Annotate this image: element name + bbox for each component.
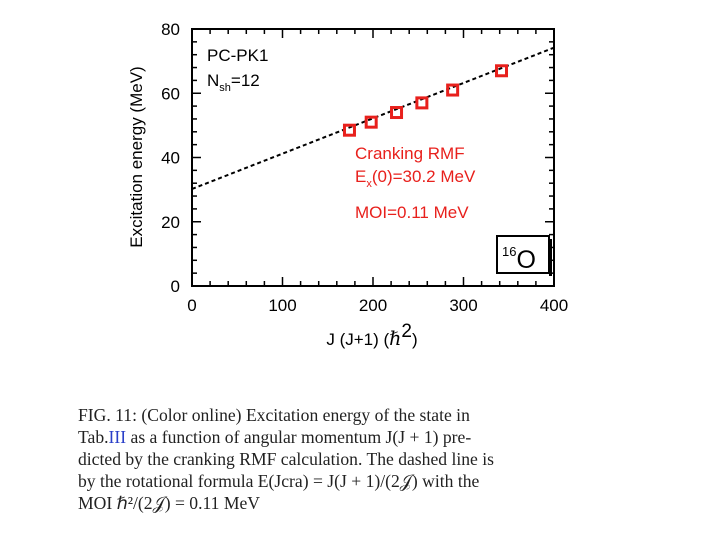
method-label: Cranking RMF (355, 144, 465, 163)
x-tick-label: 0 (187, 296, 196, 315)
x-axis-label-close: ) (412, 330, 418, 349)
caption-line-2-post: as a function of angular momentum J(J + … (126, 427, 472, 447)
ex-value: (0)=30.2 MeV (372, 167, 476, 186)
x-axis-label-power: 2 (401, 321, 412, 342)
x-tick-label: 400 (540, 296, 568, 315)
data-points (342, 64, 509, 137)
caption-line-5: MOI ℏ²/(2𝒥) = 0.11 MeV (78, 493, 260, 513)
y-axis-label: Excitation energy (MeV) (127, 66, 146, 247)
x-tick-label: 300 (449, 296, 477, 315)
nsh-main: N (207, 71, 219, 90)
force-label: PC-PK1 (207, 46, 268, 65)
nucleus-label: 16O (502, 244, 536, 274)
y-tick-label: 0 (171, 277, 180, 296)
nsh-subscript: sh (219, 82, 231, 94)
caption-line-2: Tab.III as a function of angular momentu… (78, 426, 618, 448)
nucleus-mass: 16 (502, 244, 516, 259)
data-point-marker (364, 115, 378, 129)
ex-subscript: x (366, 178, 372, 190)
ex-main: E (355, 167, 366, 186)
nsh-value: =12 (231, 71, 260, 90)
hbar-symbol: ℏ (389, 328, 401, 350)
nsh-label: Nsh=12 (207, 71, 260, 94)
data-point-marker (342, 123, 356, 137)
y-tick-label: 60 (161, 84, 180, 103)
axis-ticks (191, 28, 555, 287)
y-tick-label: 80 (161, 20, 180, 39)
table-reference-link[interactable]: III (108, 427, 127, 447)
caption-line-4: by the rotational formula E(Jcra) = J(J … (78, 471, 480, 491)
caption-line-2-pre: Tab. (78, 427, 109, 447)
caption-line-1: FIG. 11: (Color online) Excitation energ… (78, 405, 470, 425)
data-point-marker (415, 96, 429, 110)
y-tick-label: 40 (161, 149, 180, 168)
y-tick-label: 20 (161, 213, 180, 232)
data-point-marker (446, 83, 460, 97)
data-point-marker (495, 64, 509, 78)
caption-line-3: dicted by the cranking RMF calculation. … (78, 449, 494, 469)
x-axis-label: J (J+1) (ℏ2) (326, 321, 417, 350)
data-point-marker (390, 106, 404, 120)
excitation-energy-chart: 0 100 200 300 400 0 20 40 60 80 Excitation energy… (127, 20, 568, 350)
figure-caption: FIG. 11: (Color online) Excitation energ… (78, 404, 618, 514)
ex0-label: Ex(0)=30.2 MeV (355, 167, 476, 190)
nucleus-symbol: O (516, 246, 535, 274)
rotational-fit-dashed-line (191, 46, 555, 190)
x-tick-label: 100 (268, 296, 296, 315)
x-axis-label-text: J (J+1) ( (326, 330, 389, 349)
moi-label: MOI=0.11 MeV (355, 203, 469, 222)
nucleus-box-shadow (549, 239, 552, 276)
x-tick-label: 200 (359, 296, 387, 315)
axis-tick-labels: 0 100 200 300 400 0 20 40 60 80 (161, 20, 568, 315)
